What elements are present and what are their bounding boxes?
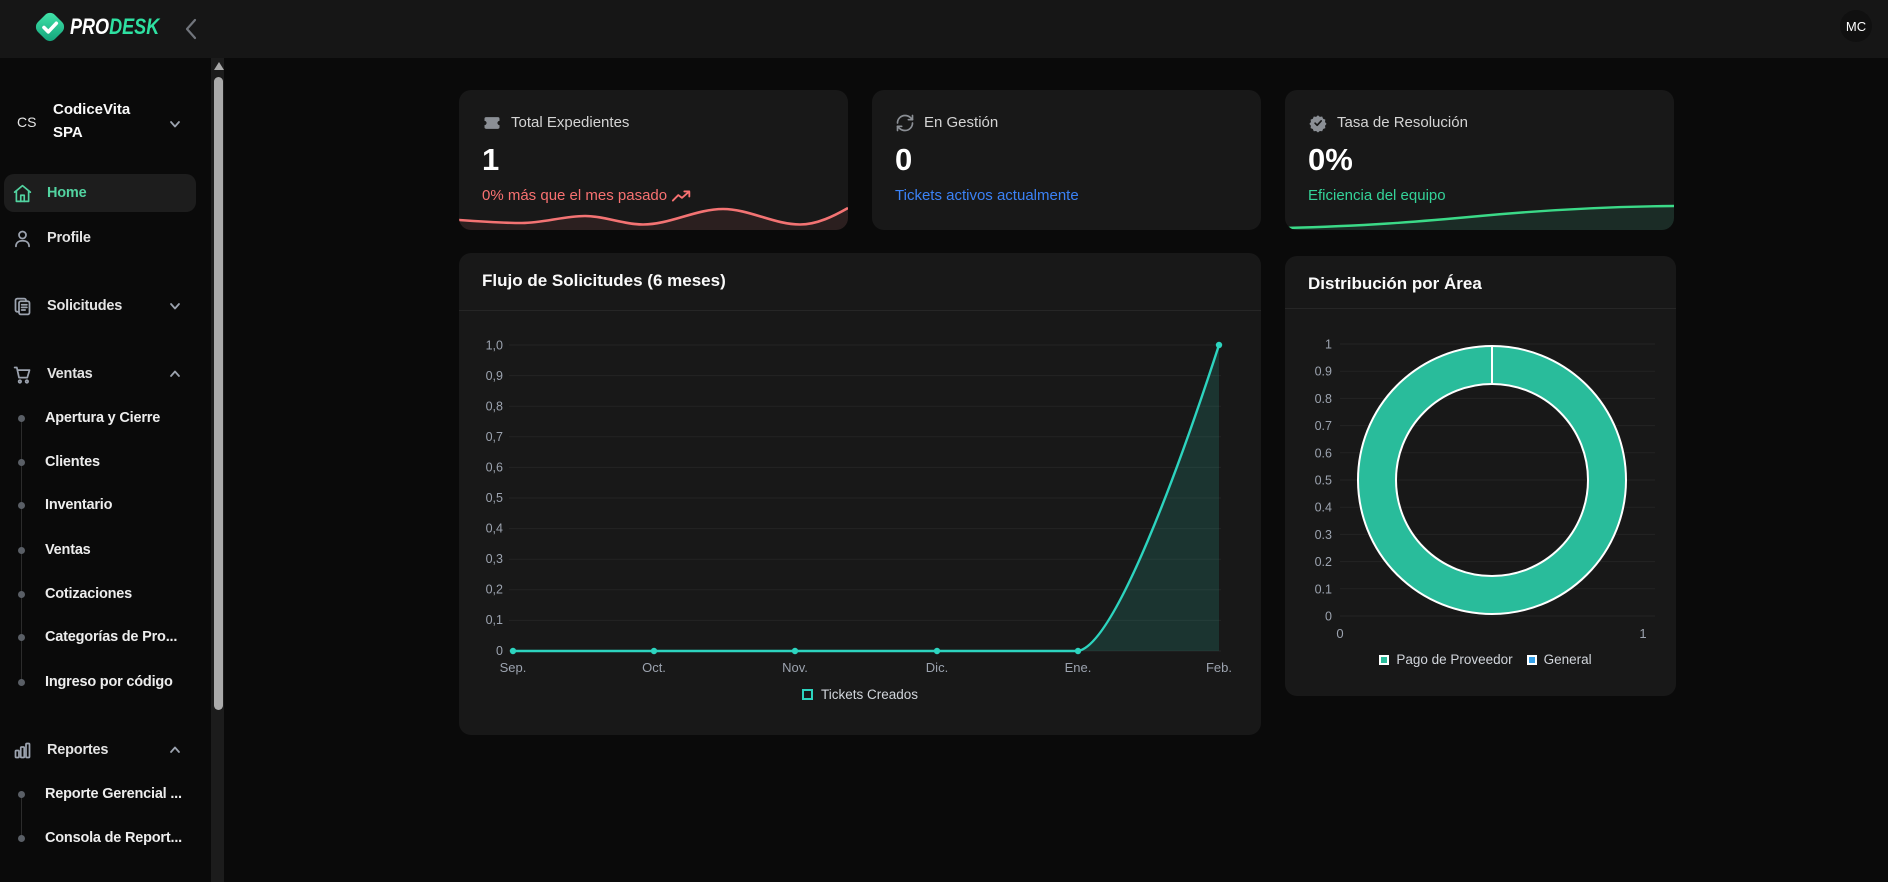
- svg-text:0,4: 0,4: [486, 522, 503, 536]
- svg-text:0,2: 0,2: [486, 583, 503, 597]
- svg-text:0.5: 0.5: [1315, 474, 1332, 488]
- svg-text:0.8: 0.8: [1315, 392, 1332, 406]
- svg-text:Sep.: Sep.: [500, 660, 527, 675]
- svg-text:0.3: 0.3: [1315, 528, 1332, 542]
- svg-text:1: 1: [1325, 338, 1332, 352]
- svg-text:0,8: 0,8: [486, 400, 503, 414]
- svg-text:Ene.: Ene.: [1065, 660, 1092, 675]
- svg-text:1: 1: [1639, 626, 1646, 641]
- svg-text:0,9: 0,9: [486, 369, 503, 383]
- svg-text:0,1: 0,1: [486, 613, 503, 627]
- svg-text:0.4: 0.4: [1315, 501, 1332, 515]
- svg-text:0.7: 0.7: [1315, 419, 1332, 433]
- svg-text:0,7: 0,7: [486, 430, 503, 444]
- svg-text:0: 0: [1325, 610, 1332, 624]
- svg-text:0.1: 0.1: [1315, 582, 1332, 596]
- svg-text:1,0: 1,0: [486, 339, 503, 353]
- svg-text:0: 0: [1336, 626, 1343, 641]
- svg-text:0.6: 0.6: [1315, 446, 1332, 460]
- svg-text:Nov.: Nov.: [782, 660, 808, 675]
- svg-text:0,3: 0,3: [486, 552, 503, 566]
- svg-text:0,5: 0,5: [486, 491, 503, 505]
- svg-text:0,6: 0,6: [486, 461, 503, 475]
- svg-text:0: 0: [496, 644, 503, 658]
- svg-text:0.9: 0.9: [1315, 365, 1332, 379]
- svg-text:Dic.: Dic.: [926, 660, 948, 675]
- svg-text:Feb.: Feb.: [1206, 660, 1232, 675]
- svg-text:0.2: 0.2: [1315, 555, 1332, 569]
- svg-text:Oct.: Oct.: [642, 660, 666, 675]
